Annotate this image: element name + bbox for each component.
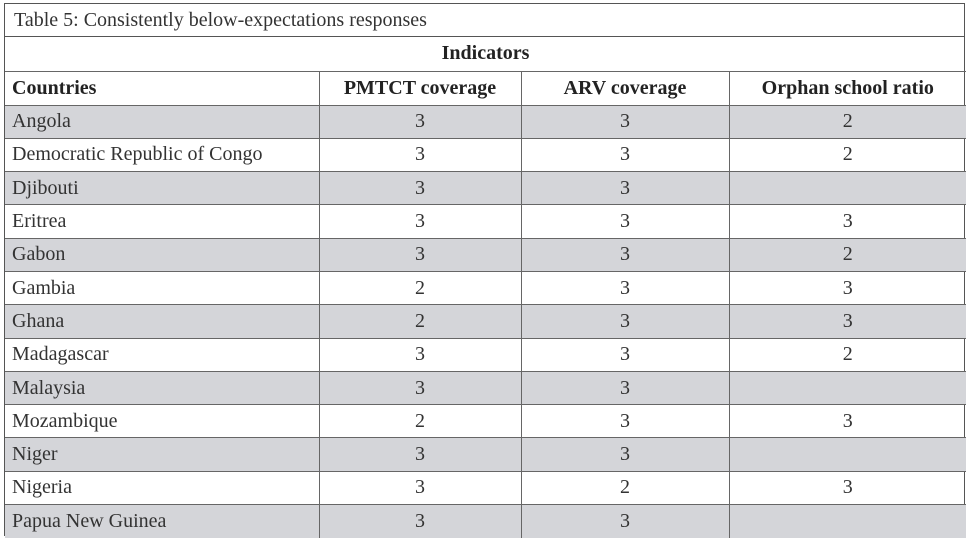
orphan-cell: 3 <box>728 204 967 239</box>
table-row: Malaysia 3 3 <box>5 370 967 406</box>
arv-cell: 3 <box>520 437 730 472</box>
pmtct-cell: 2 <box>318 270 522 306</box>
country-cell: Malaysia <box>5 370 320 406</box>
column-header-countries: Countries <box>5 70 320 106</box>
table-row: Niger 3 3 <box>5 437 967 472</box>
country-cell: Nigeria <box>5 470 320 506</box>
pmtct-cell: 2 <box>318 304 522 339</box>
table-row: Gabon 3 3 2 <box>5 237 967 272</box>
table-row: Eritrea 3 3 3 <box>5 204 967 239</box>
arv-cell: 3 <box>520 304 730 339</box>
table-row: Mozambique 2 3 3 <box>5 404 967 439</box>
pmtct-cell: 3 <box>318 470 522 506</box>
pmtct-cell: 3 <box>318 137 522 173</box>
country-cell: Gabon <box>5 237 320 272</box>
pmtct-cell: 3 <box>318 370 522 406</box>
orphan-cell <box>728 437 967 472</box>
table-row: Democratic Republic of Congo 3 3 2 <box>5 137 967 173</box>
country-cell: Ghana <box>5 304 320 339</box>
group-header: Indicators <box>5 37 967 72</box>
table-row: Nigeria 3 2 3 <box>5 470 967 506</box>
pmtct-cell: 3 <box>318 337 522 372</box>
orphan-cell: 3 <box>728 270 967 306</box>
country-cell: Mozambique <box>5 404 320 439</box>
orphan-cell: 3 <box>728 470 967 506</box>
arv-cell: 3 <box>520 337 730 372</box>
table-body: Angola 3 3 2 Democratic Republic of Cong… <box>5 104 967 538</box>
pmtct-cell: 2 <box>318 404 522 439</box>
country-cell: Madagascar <box>5 337 320 372</box>
arv-cell: 3 <box>520 504 730 538</box>
table-row: Papua New Guinea 3 3 <box>5 504 967 538</box>
arv-cell: 2 <box>520 470 730 506</box>
table-row: Gambia 2 3 3 <box>5 270 967 306</box>
country-cell: Papua New Guinea <box>5 504 320 538</box>
arv-cell: 3 <box>520 137 730 173</box>
country-cell: Gambia <box>5 270 320 306</box>
country-cell: Eritrea <box>5 204 320 239</box>
table-caption: Table 5: Consistently below-expectations… <box>5 4 964 37</box>
table-row: Djibouti 3 3 <box>5 171 967 206</box>
arv-cell: 3 <box>520 404 730 439</box>
orphan-cell: 3 <box>728 404 967 439</box>
country-cell: Niger <box>5 437 320 472</box>
arv-cell: 3 <box>520 171 730 206</box>
pmtct-cell: 3 <box>318 171 522 206</box>
orphan-cell <box>728 504 967 538</box>
arv-cell: 3 <box>520 204 730 239</box>
table-row: Ghana 2 3 3 <box>5 304 967 339</box>
pmtct-cell: 3 <box>318 237 522 272</box>
column-header-arv: ARV coverage <box>520 70 730 106</box>
pmtct-cell: 3 <box>318 437 522 472</box>
orphan-cell <box>728 171 967 206</box>
column-header-orphan: Orphan school ratio <box>728 70 967 106</box>
pmtct-cell: 3 <box>318 104 522 139</box>
arv-cell: 3 <box>520 370 730 406</box>
orphan-cell <box>728 370 967 406</box>
arv-cell: 3 <box>520 237 730 272</box>
table-frame: Table 5: Consistently below-expectations… <box>4 3 967 538</box>
country-cell: Angola <box>5 104 320 139</box>
data-table: Indicators Countries PMTCT coverage ARV … <box>5 37 967 538</box>
country-cell: Democratic Republic of Congo <box>5 137 320 173</box>
arv-cell: 3 <box>520 104 730 139</box>
country-cell: Djibouti <box>5 171 320 206</box>
arv-cell: 3 <box>520 270 730 306</box>
pmtct-cell: 3 <box>318 504 522 538</box>
orphan-cell: 2 <box>728 237 967 272</box>
table-row: Angola 3 3 2 <box>5 104 967 139</box>
orphan-cell: 2 <box>728 337 967 372</box>
column-header-pmtct: PMTCT coverage <box>318 70 522 106</box>
orphan-cell: 3 <box>728 304 967 339</box>
table-row: Madagascar 3 3 2 <box>5 337 967 372</box>
orphan-cell: 2 <box>728 137 967 173</box>
pmtct-cell: 3 <box>318 204 522 239</box>
orphan-cell: 2 <box>728 104 967 139</box>
